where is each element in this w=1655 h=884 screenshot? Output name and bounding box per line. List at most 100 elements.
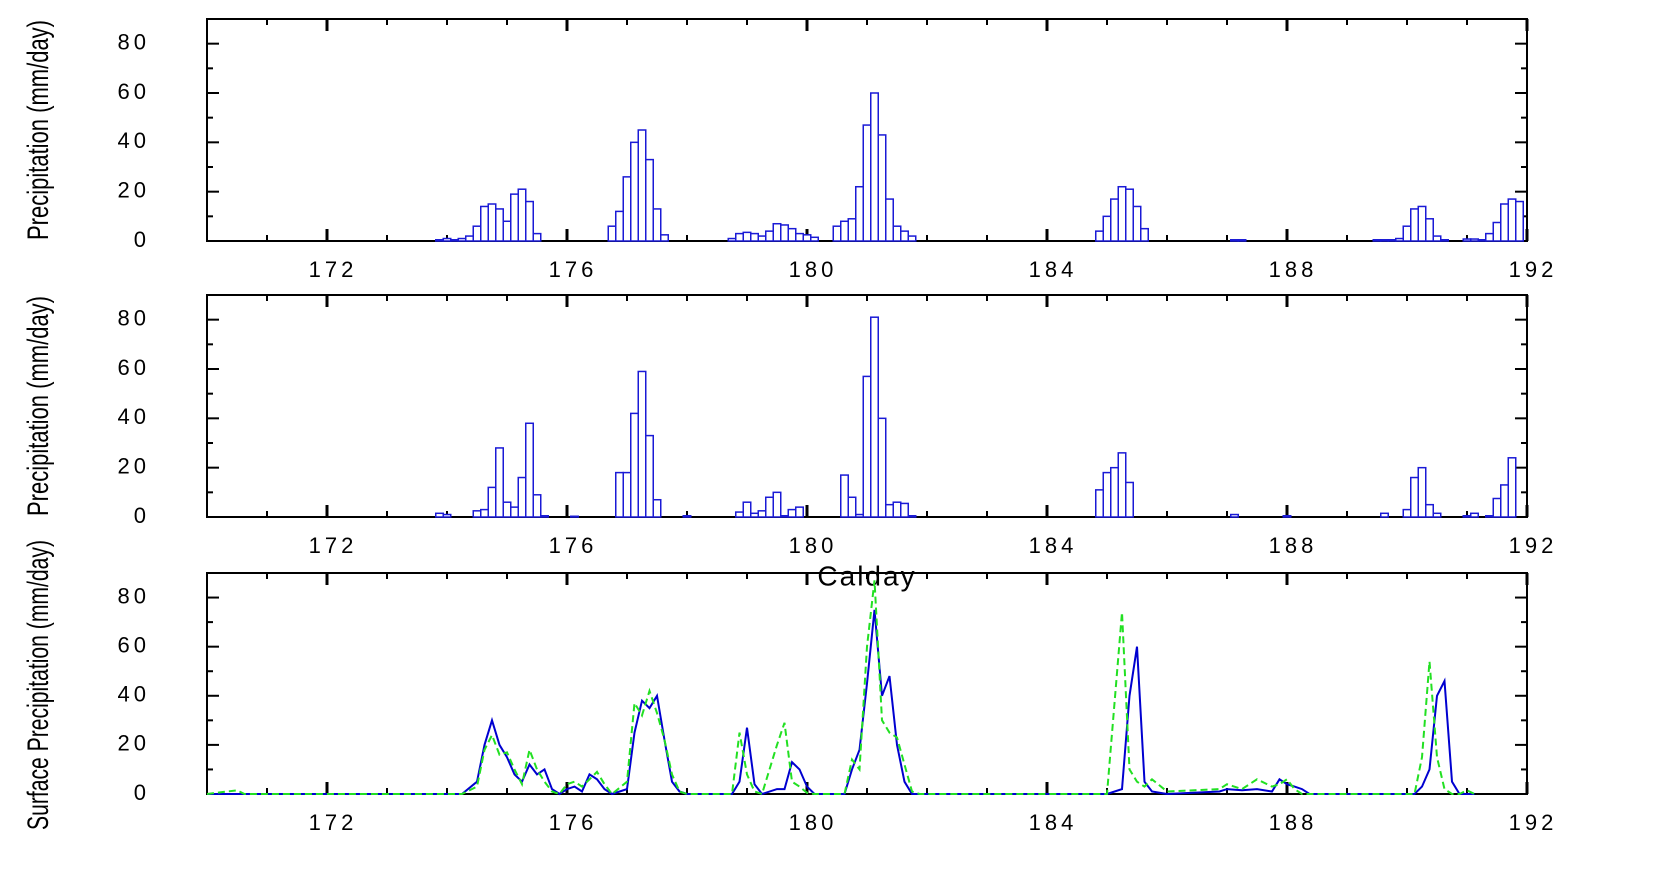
bar xyxy=(637,129,647,242)
y-tick-label: 80 xyxy=(118,583,150,608)
bar xyxy=(862,124,872,242)
y-tick-label: 60 xyxy=(118,79,150,104)
bar xyxy=(1117,452,1127,518)
y-tick-label: 20 xyxy=(118,453,150,478)
bar xyxy=(1425,218,1434,242)
bar xyxy=(900,230,909,242)
bar xyxy=(787,227,797,242)
bar xyxy=(862,375,872,518)
bar xyxy=(772,491,782,518)
x-tick-label: 180 xyxy=(789,533,838,558)
bar xyxy=(1515,200,1524,242)
bar xyxy=(495,208,504,242)
bar xyxy=(840,220,849,242)
x-tick-label: 172 xyxy=(309,810,358,835)
bar xyxy=(1462,515,1472,518)
bar xyxy=(765,230,774,242)
bar xyxy=(1230,239,1239,242)
bar xyxy=(1395,237,1404,242)
bar xyxy=(1432,512,1442,518)
bar xyxy=(495,447,504,518)
bar xyxy=(802,234,812,242)
bar xyxy=(795,506,804,518)
bar xyxy=(630,412,639,518)
bar xyxy=(870,316,879,518)
x-tick-label: 188 xyxy=(1269,257,1318,282)
bar xyxy=(1470,512,1479,518)
y-axis-label: Precipitation (mm/day) xyxy=(22,296,55,516)
bar xyxy=(772,222,782,242)
y-tick-label: 40 xyxy=(118,128,150,153)
x-tick-label: 172 xyxy=(309,257,358,282)
bar xyxy=(892,501,902,518)
bar xyxy=(510,506,519,518)
bar xyxy=(532,494,542,518)
bar xyxy=(840,474,849,518)
bar xyxy=(727,237,737,242)
bar xyxy=(1402,508,1412,518)
bar xyxy=(1485,232,1494,242)
bar xyxy=(750,512,759,518)
bar xyxy=(1117,185,1127,242)
bar xyxy=(757,235,767,242)
bar xyxy=(907,515,917,518)
y-tick-label: 80 xyxy=(118,29,150,54)
bar xyxy=(1095,230,1104,242)
bar xyxy=(1387,239,1397,242)
bar xyxy=(877,134,887,242)
series-line xyxy=(206,580,1475,796)
bar xyxy=(487,486,497,518)
bar xyxy=(735,511,744,518)
x-tick-label: 172 xyxy=(309,533,358,558)
bar xyxy=(892,225,902,242)
bar xyxy=(615,210,624,242)
bar xyxy=(742,501,752,518)
bar xyxy=(502,501,512,518)
bar xyxy=(487,203,497,242)
bar xyxy=(885,503,894,518)
bar xyxy=(1432,235,1442,242)
x-tick-label: 192 xyxy=(1509,810,1558,835)
x-tick-label: 192 xyxy=(1509,257,1558,282)
bar xyxy=(1492,221,1502,242)
bar xyxy=(517,188,527,242)
bar xyxy=(637,370,647,518)
bar xyxy=(780,515,789,518)
y-tick-label: 60 xyxy=(118,355,150,380)
bar xyxy=(1417,466,1427,518)
bar xyxy=(652,208,662,242)
x-tick-label: 188 xyxy=(1269,810,1318,835)
y-tick-label: 0 xyxy=(134,780,150,805)
bar xyxy=(1110,198,1119,242)
bar xyxy=(622,176,632,242)
bar xyxy=(1110,466,1119,518)
bar xyxy=(1425,503,1434,518)
bar xyxy=(1380,239,1389,242)
bar xyxy=(750,232,759,242)
bar xyxy=(435,512,444,518)
y-tick-label: 0 xyxy=(134,227,150,252)
bar xyxy=(900,502,909,518)
bar xyxy=(877,417,887,518)
bar xyxy=(1282,515,1292,518)
x-axis-label: Calday xyxy=(817,560,916,591)
bar xyxy=(1492,497,1502,518)
bar xyxy=(832,225,842,242)
bar xyxy=(742,231,752,242)
x-tick-label: 184 xyxy=(1029,533,1078,558)
y-tick-label: 20 xyxy=(118,731,150,756)
bar xyxy=(780,224,789,242)
x-tick-label: 176 xyxy=(549,533,598,558)
bar xyxy=(442,513,452,518)
bar xyxy=(480,508,489,518)
y-tick-label: 60 xyxy=(118,632,150,657)
bar xyxy=(1500,203,1509,242)
bar xyxy=(570,515,579,518)
bar xyxy=(1462,238,1472,242)
bar xyxy=(1102,215,1112,242)
series-line xyxy=(207,609,1475,796)
bar xyxy=(1507,198,1517,242)
bar xyxy=(450,239,459,242)
